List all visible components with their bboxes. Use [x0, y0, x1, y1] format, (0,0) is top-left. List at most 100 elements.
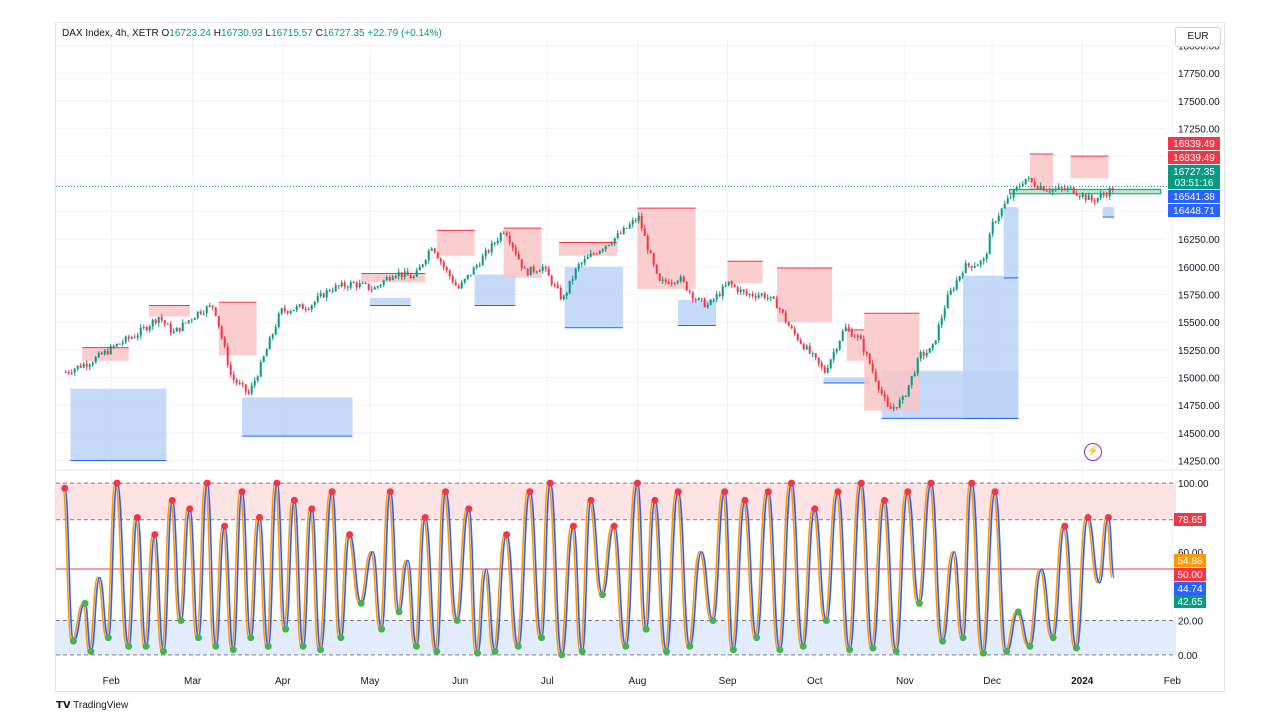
candle-body	[1054, 188, 1057, 190]
candle-body	[988, 233, 991, 255]
candle-body	[1102, 194, 1105, 196]
candle-body	[772, 296, 775, 299]
candle-body	[997, 215, 1000, 222]
osc-tick-label: 100.00	[1178, 479, 1209, 490]
candle-body	[67, 372, 70, 374]
candle-body	[532, 266, 535, 272]
candle-body	[1099, 194, 1102, 198]
oversold-dot	[142, 642, 150, 650]
oversold-dot	[869, 644, 877, 652]
candle-body	[295, 306, 298, 310]
candle-body	[829, 359, 832, 369]
demand-zone	[963, 275, 1019, 419]
candle-body	[379, 284, 382, 287]
candle-body	[814, 353, 817, 358]
candle-body	[493, 243, 496, 245]
candle-body	[430, 248, 433, 251]
oversold-band	[56, 620, 1176, 655]
candle-body	[820, 363, 823, 368]
candle-body	[1012, 189, 1015, 198]
oversold-dot	[247, 634, 255, 642]
overbought-dot	[256, 513, 264, 521]
candle-body	[751, 293, 754, 297]
candle-body	[1060, 186, 1063, 189]
overbought-dot	[61, 484, 69, 492]
overbought-dot	[526, 488, 534, 496]
candle-body	[712, 299, 715, 301]
candle-body	[898, 400, 901, 408]
overbought-dot	[308, 505, 316, 513]
candle-body	[64, 371, 67, 373]
time-tick-label: Oct	[807, 676, 823, 687]
candle-body	[169, 323, 172, 333]
oversold-dot	[1003, 647, 1011, 655]
candle-body	[856, 335, 859, 338]
candle-body	[310, 305, 313, 310]
overbought-dot	[991, 488, 999, 496]
chart-header: DAX Index, 4h, XETR O16723.24 H16730.93 …	[62, 28, 442, 39]
candle-body	[1000, 208, 1003, 216]
candle-body	[148, 326, 151, 331]
candle-body	[628, 224, 631, 229]
candle-body	[349, 282, 352, 288]
candle-body	[967, 263, 970, 266]
low-value: 16715.57	[271, 28, 313, 39]
price-tick-label: 15750.00	[1178, 290, 1220, 301]
candle-body	[505, 232, 508, 236]
candle-body	[244, 384, 247, 392]
candle-body	[397, 272, 400, 276]
candle-body	[928, 348, 931, 353]
candle-body	[874, 371, 877, 382]
price-tag-bg	[1168, 204, 1220, 217]
demand-zone	[823, 377, 871, 384]
lightning-icon[interactable]: ⚡	[1084, 443, 1102, 461]
candle-body	[919, 352, 922, 359]
price-tag: 16727.35	[1168, 165, 1220, 178]
candle-body	[478, 265, 481, 267]
candle-body	[394, 275, 397, 278]
candle-body	[544, 266, 547, 269]
candle-body	[1006, 198, 1009, 204]
price-tick-label: 14500.00	[1178, 429, 1220, 440]
candle-body	[955, 280, 958, 290]
tradingview-brand[interactable]: TV TradingView	[56, 700, 128, 711]
candle-body	[802, 343, 805, 350]
osc-tag-text: 50.00	[1177, 570, 1202, 581]
oversold-dot	[514, 642, 522, 650]
candle-body	[391, 277, 394, 280]
osc-tag-text: 78.65	[1177, 515, 1202, 526]
candle-body	[868, 353, 871, 364]
oversold-dot	[337, 634, 345, 642]
currency-button[interactable]: EUR	[1175, 27, 1221, 47]
oversold-dot	[915, 599, 923, 607]
candle-body	[976, 264, 979, 266]
candle-body	[415, 270, 418, 277]
candle-body	[781, 309, 784, 313]
candle-body	[973, 265, 976, 268]
candle-body	[994, 221, 997, 223]
candle-body	[511, 242, 514, 248]
candle-body	[559, 288, 562, 300]
change-value: +22.79 (+0.14%)	[367, 28, 442, 39]
candle-body	[676, 281, 679, 283]
candle-body	[196, 311, 199, 318]
time-tick-label: Nov	[896, 676, 914, 687]
supply-zone	[558, 242, 618, 256]
candle-body	[181, 322, 184, 332]
candle-body	[739, 289, 742, 293]
candle-body	[718, 294, 721, 297]
osc-tag-text: 44.74	[1177, 584, 1202, 595]
candle-body	[214, 307, 217, 316]
overbought-dot	[151, 531, 159, 539]
candle-body	[607, 244, 610, 246]
candle-body	[613, 238, 616, 244]
osc-tag-bg	[1174, 568, 1206, 581]
candle-body	[328, 290, 331, 292]
osc-tag: 44.74	[1174, 582, 1206, 595]
candle-body	[1090, 195, 1093, 201]
overbought-dot	[221, 522, 229, 530]
osc-tag-bg	[1174, 513, 1206, 526]
candle-body	[943, 308, 946, 318]
candle-body	[1027, 178, 1030, 180]
